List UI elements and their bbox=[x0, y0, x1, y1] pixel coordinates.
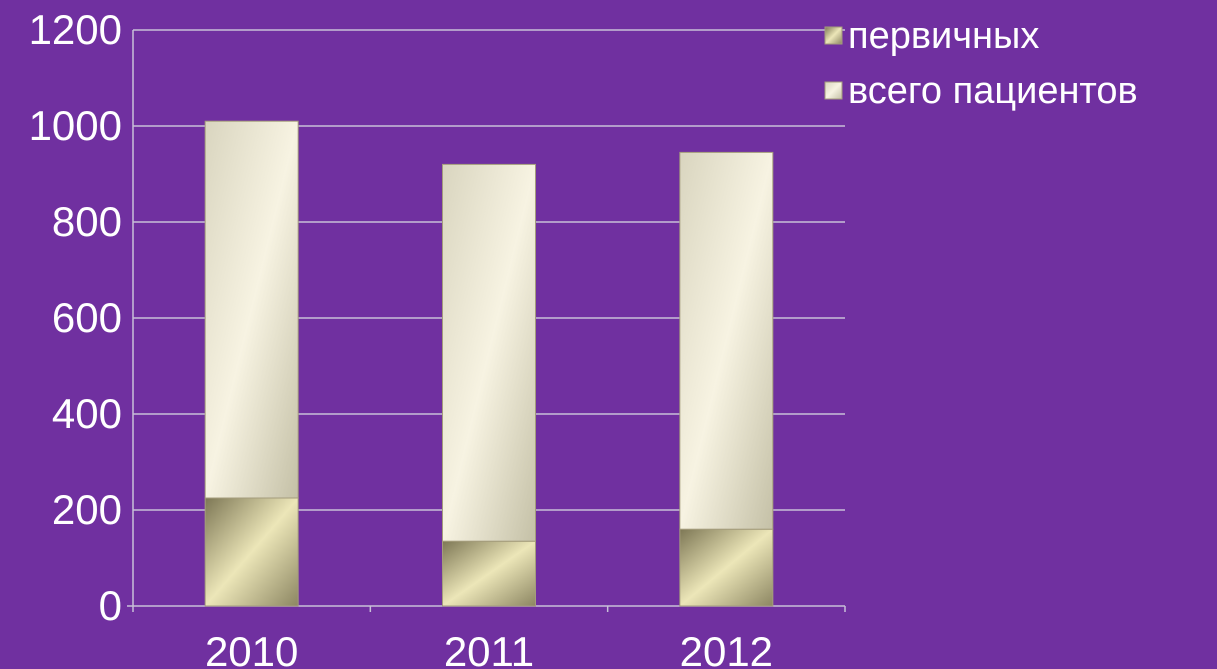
bar-2010-series-0 bbox=[204, 497, 299, 607]
legend: первичных всего пациентов bbox=[824, 15, 1138, 112]
bar-2011-series-1 bbox=[442, 163, 536, 542]
x-tick-label: 2011 bbox=[444, 628, 534, 669]
bar-2012-series-1 bbox=[679, 151, 774, 530]
y-tick-label: 800 bbox=[52, 198, 122, 245]
legend-label: всего пациентов bbox=[848, 70, 1138, 112]
y-tick-label: 400 bbox=[52, 390, 122, 437]
legend-swatch bbox=[824, 26, 843, 45]
y-tick-label: 1200 bbox=[29, 6, 122, 53]
legend-label: первичных bbox=[848, 15, 1039, 57]
y-tick-label: 1000 bbox=[29, 102, 122, 149]
bar-2011-series-0 bbox=[442, 540, 536, 607]
bar-2010-series-1 bbox=[204, 120, 299, 499]
y-tick-label: 600 bbox=[52, 294, 122, 341]
tick-labels: 0 200 400 600 800 1000 1200 2010 2011 2012 bbox=[29, 6, 773, 669]
bars bbox=[204, 120, 774, 607]
y-tick-label: 0 bbox=[99, 582, 122, 629]
x-tick-label: 2010 bbox=[205, 628, 298, 669]
x-tick-label: 2012 bbox=[680, 628, 773, 669]
legend-swatch bbox=[824, 81, 843, 100]
y-tick-label: 200 bbox=[52, 486, 122, 533]
bar-2012-series-0 bbox=[679, 528, 774, 607]
